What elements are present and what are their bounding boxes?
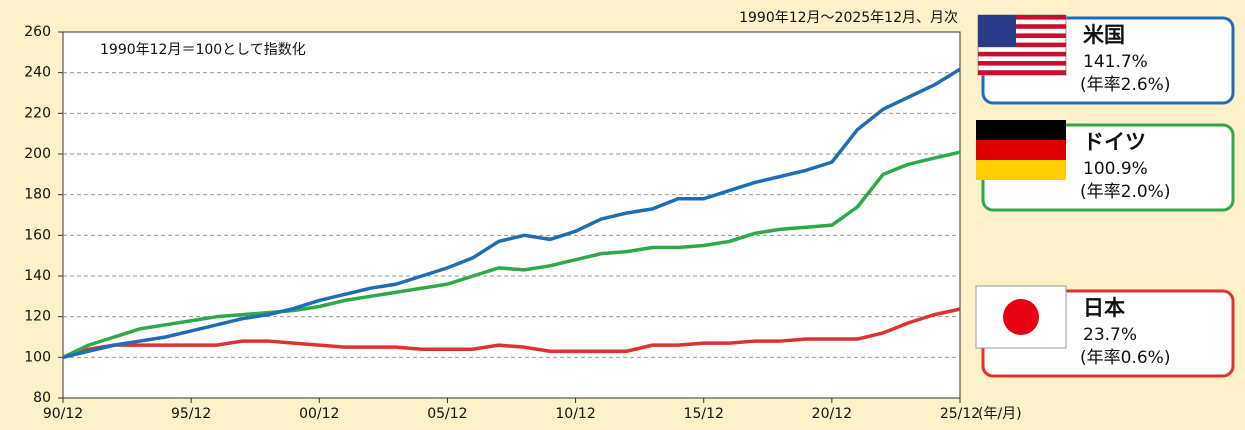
y-tick-label: 160	[24, 227, 51, 243]
flag-us	[977, 14, 1067, 76]
plot-area	[62, 31, 961, 399]
y-tick-label: 220	[24, 105, 51, 121]
flag-de	[976, 120, 1066, 180]
legend-name: 米国	[1083, 23, 1125, 47]
y-tick-label: 120	[24, 309, 51, 325]
y-tick-label: 80	[33, 390, 51, 406]
x-tick-label: 00/12	[299, 406, 339, 422]
x-tick-label: 95/12	[171, 406, 211, 422]
note: 1990年12月～2025年12月、月次	[739, 10, 958, 26]
legend-annual: (年率2.6%)	[1080, 75, 1170, 95]
y-tick-label: 260	[24, 24, 51, 40]
legend-change: 141.7%	[1083, 52, 1148, 72]
x-tick-label: 05/12	[427, 406, 467, 422]
x-axis-label: (年/月)	[978, 406, 1022, 422]
x-tick-label: 10/12	[555, 406, 595, 422]
x-tick-label: 25/12	[940, 406, 980, 422]
y-tick-label: 200	[24, 146, 51, 162]
series-line	[62, 307, 961, 360]
x-tick-label: 90/12	[43, 406, 83, 422]
series-line	[62, 150, 961, 359]
y-tick-label: 100	[24, 349, 51, 365]
legend-change: 23.7%	[1083, 325, 1137, 345]
annotation: 1990年12月＝100として指数化	[100, 42, 306, 58]
y-tick-label: 180	[24, 187, 51, 203]
flag-jp	[975, 285, 1067, 349]
x-tick-label: 15/12	[684, 406, 724, 422]
legend-name: 日本	[1083, 296, 1125, 320]
legend-annual: (年率0.6%)	[1080, 348, 1170, 368]
legend-annual: (年率2.0%)	[1080, 182, 1170, 202]
y-tick-label: 240	[24, 65, 51, 81]
series-line	[62, 67, 961, 360]
y-tick-label: 140	[24, 268, 51, 284]
x-tick-label: 20/12	[812, 406, 852, 422]
legend-change: 100.9%	[1083, 159, 1148, 179]
legend-name: ドイツ	[1083, 130, 1146, 154]
